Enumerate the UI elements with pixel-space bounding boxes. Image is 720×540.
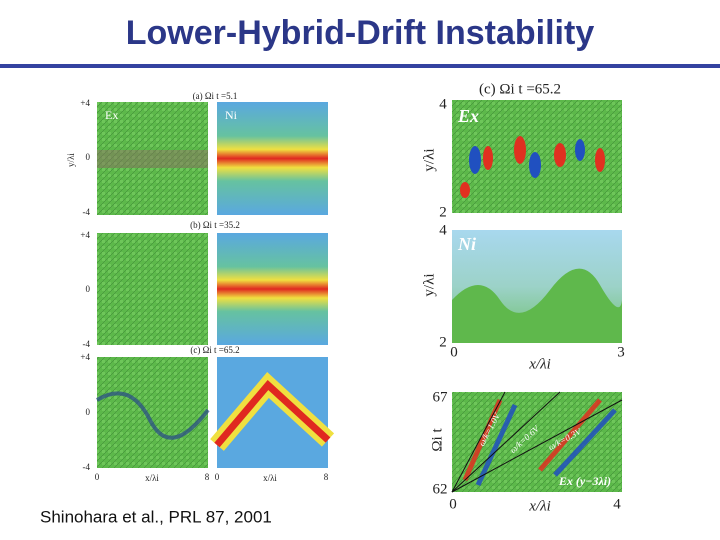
- panel-ex-c: [97, 357, 208, 468]
- x-tick: 0: [450, 344, 458, 360]
- x-tick: 3: [617, 344, 625, 360]
- y-tick: -4: [83, 462, 91, 472]
- x-axis-label: x/λi: [145, 473, 159, 483]
- panel-ex-blobs: [460, 136, 605, 198]
- y-tick: -4: [83, 207, 91, 217]
- y-axis-label: y/λi: [66, 153, 76, 167]
- left-figure: Ex Ni (a) Ωi t =5.1 (b) Ωi t =35.2 (c) Ω…: [66, 91, 335, 483]
- x-tick: 0: [449, 496, 457, 512]
- x-tick: 0: [95, 472, 100, 482]
- y-axis-label: y/λi: [421, 273, 437, 296]
- y-tick: 0: [86, 152, 91, 162]
- panel-ni-a: [217, 102, 328, 215]
- y-tick: +4: [80, 230, 90, 240]
- panel-label: (a) Ωi t =5.1: [193, 91, 238, 101]
- y-tick: 0: [86, 284, 91, 294]
- y-tick: +4: [80, 352, 90, 362]
- x-axis-label: x/λi: [528, 356, 551, 372]
- x-axis-label: x/λi: [263, 473, 277, 483]
- panel-label: (b) Ωi t =35.2: [190, 220, 240, 230]
- y-tick: 0: [86, 407, 91, 417]
- citation: Shinohara et al., PRL 87, 2001: [40, 507, 272, 526]
- y-tick: 67: [433, 389, 449, 405]
- panel-ex-b: [97, 233, 208, 345]
- phase-lines: [451, 391, 623, 493]
- panel-label: (c) Ωi t =65.2: [190, 345, 239, 355]
- y-tick: 62: [433, 481, 448, 497]
- x-tick: 0: [215, 472, 220, 482]
- panel-ni-region: [452, 268, 622, 343]
- field-label: Ni: [457, 234, 476, 254]
- y-tick: +4: [80, 98, 90, 108]
- title: Lower-Hybrid-Drift Instability: [126, 14, 595, 52]
- x-tick: 8: [205, 472, 210, 482]
- title-rule: [0, 64, 720, 68]
- y-tick: 4: [439, 222, 447, 238]
- y-tick: 2: [439, 334, 447, 350]
- panel-ni-b: [217, 233, 328, 345]
- y-axis-label: y/λi: [421, 148, 437, 171]
- y-tick: 4: [439, 96, 447, 112]
- field-label: Ni: [225, 108, 238, 122]
- right-figure: (c) Ωi t =65.2 Ex Ni 4 2 4 2 y/λi y/λi 0…: [421, 81, 624, 514]
- field-label: Ex (y−3λi): [558, 474, 611, 488]
- x-axis-label: x/λi: [528, 498, 551, 514]
- x-tick: 8: [324, 472, 329, 482]
- field-label: Ex: [457, 106, 479, 126]
- panel-ex-c-wave: [95, 391, 210, 440]
- panel-label: (c) Ωi t =65.2: [479, 81, 561, 97]
- y-tick: -4: [83, 339, 91, 349]
- field-label: Ex: [105, 108, 118, 122]
- panel-ex-a-band: [97, 150, 208, 168]
- y-tick: 2: [439, 204, 447, 220]
- panel-ni-c-core: [214, 379, 331, 448]
- x-tick: 4: [613, 496, 621, 512]
- y-axis-label: Ωi t: [429, 428, 445, 452]
